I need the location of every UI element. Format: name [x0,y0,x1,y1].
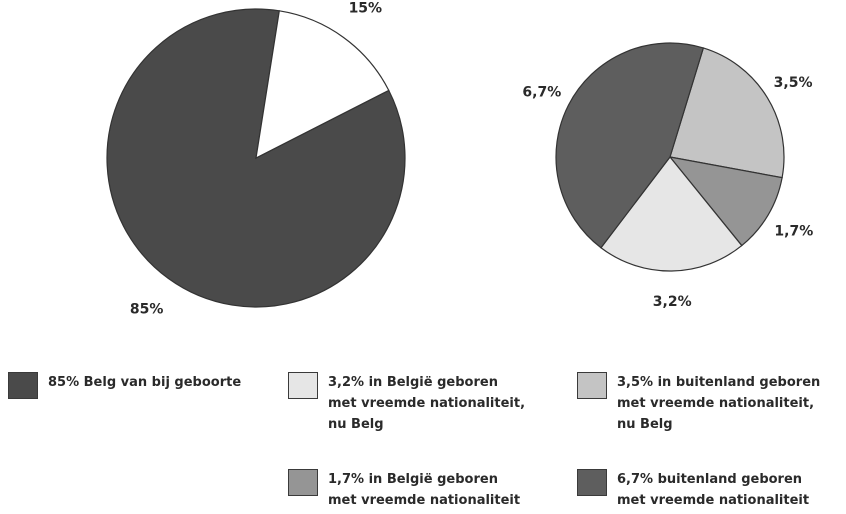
legend-item-belgie-geboren-nu-belg: 3,2% in België geboren met vreemde natio… [288,372,525,435]
pie2-slice-1 [668,156,783,247]
legend-item-belg-bij-geboorte: 85% Belg van bij geboorte [8,372,241,399]
pie1-slice-1 [255,10,390,160]
legend-swatch [8,372,38,399]
legend-label: 1,7% in België geboren met vreemde natio… [328,472,521,508]
pie1-slice-label-0: 85% [130,301,164,317]
pie2-slice-label-1: 1,7% [774,224,813,240]
pie2-slice-label-3: 6,7% [522,84,561,100]
pie2-slice-label-2: 3,2% [653,294,692,310]
pie2-slice-label-0: 3,5% [774,75,813,91]
legend-swatch [288,469,318,496]
legend-item-buitenland-geboren-vreemd: 6,7% buitenland geboren met vreemde nati… [577,469,809,511]
pie1-slice-label-1: 15% [349,1,383,17]
legend-item-buitenland-geboren-nu-belg: 3,5% in buitenland geboren met vreemde n… [577,372,820,435]
legend-item-belgie-geboren-vreemd: 1,7% in België geboren met vreemde natio… [288,469,520,511]
legend-label: 3,5% in buitenland geboren met vreemde n… [617,375,821,432]
legend-swatch [577,372,607,399]
legend-label: 6,7% buitenland geboren met vreemde nati… [617,472,810,508]
pie2-slice-3 [555,42,705,249]
legend-label: 3,2% in België geboren met vreemde natio… [328,375,526,432]
legend-swatch [577,469,607,496]
legend-label: 85% Belg van bij geboorte [48,375,242,390]
pie2-slice-0 [669,47,785,179]
pie2-slice-2 [600,156,743,272]
legend-swatch [288,372,318,399]
